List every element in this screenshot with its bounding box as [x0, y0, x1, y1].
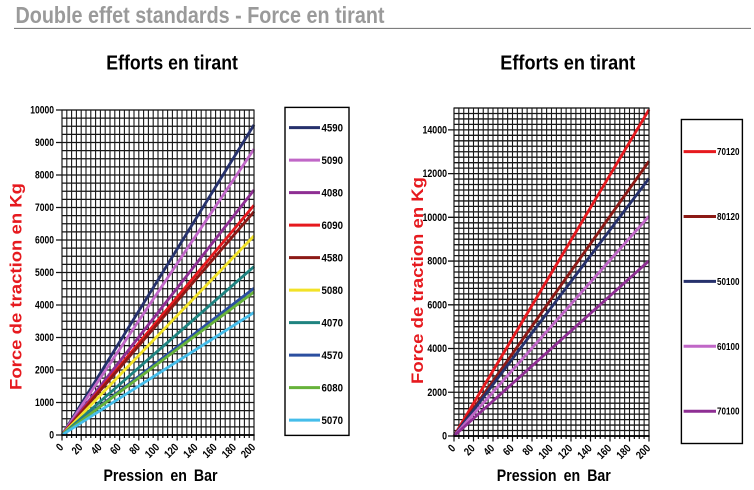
svg-text:10000: 10000	[423, 212, 448, 224]
svg-text:0: 0	[49, 430, 54, 442]
svg-text:6000: 6000	[35, 235, 54, 247]
svg-text:2000: 2000	[427, 387, 447, 399]
svg-text:6000: 6000	[427, 299, 447, 311]
svg-text:4580: 4580	[322, 253, 344, 265]
svg-text:10000: 10000	[30, 105, 54, 117]
svg-text:3000: 3000	[35, 332, 54, 344]
svg-text:70100: 70100	[717, 407, 740, 418]
svg-text:8000: 8000	[35, 170, 54, 182]
svg-text:14000: 14000	[423, 124, 448, 136]
svg-text:2000: 2000	[35, 365, 54, 377]
svg-text:1000: 1000	[35, 397, 54, 409]
svg-text:5090: 5090	[322, 155, 344, 167]
svg-text:7000: 7000	[35, 202, 54, 214]
svg-text:Force de traction en Kg: Force de traction en Kg	[408, 177, 427, 384]
svg-text:60100: 60100	[717, 342, 740, 353]
svg-text:Pression en Bar: Pression en Bar	[104, 466, 218, 485]
svg-text:4080: 4080	[322, 188, 344, 200]
svg-text:5000: 5000	[35, 267, 54, 279]
svg-text:6080: 6080	[322, 383, 344, 395]
svg-text:12000: 12000	[423, 168, 448, 180]
svg-text:5070: 5070	[322, 415, 344, 427]
svg-text:Efforts en tirant: Efforts en tirant	[106, 52, 238, 74]
svg-text:80120: 80120	[717, 212, 740, 223]
svg-text:4570: 4570	[322, 350, 344, 362]
svg-text:50100: 50100	[717, 277, 740, 288]
svg-text:9000: 9000	[35, 137, 54, 149]
svg-text:6090: 6090	[322, 220, 344, 232]
svg-text:4590: 4590	[322, 123, 344, 135]
svg-text:Force de traction en Kg: Force de traction en Kg	[7, 183, 26, 390]
svg-text:4000: 4000	[35, 300, 54, 312]
svg-text:8000: 8000	[427, 256, 447, 268]
svg-text:5080: 5080	[322, 285, 344, 297]
svg-text:Efforts en tirant: Efforts en tirant	[500, 52, 635, 74]
svg-text:4000: 4000	[427, 343, 447, 355]
svg-text:Double effet standards - Force: Double effet standards - Force en tirant	[16, 2, 385, 28]
svg-text:0: 0	[442, 431, 447, 443]
svg-text:70120: 70120	[717, 147, 740, 158]
svg-text:4070: 4070	[322, 318, 344, 330]
svg-text:Pression en Bar: Pression en Bar	[497, 466, 611, 485]
